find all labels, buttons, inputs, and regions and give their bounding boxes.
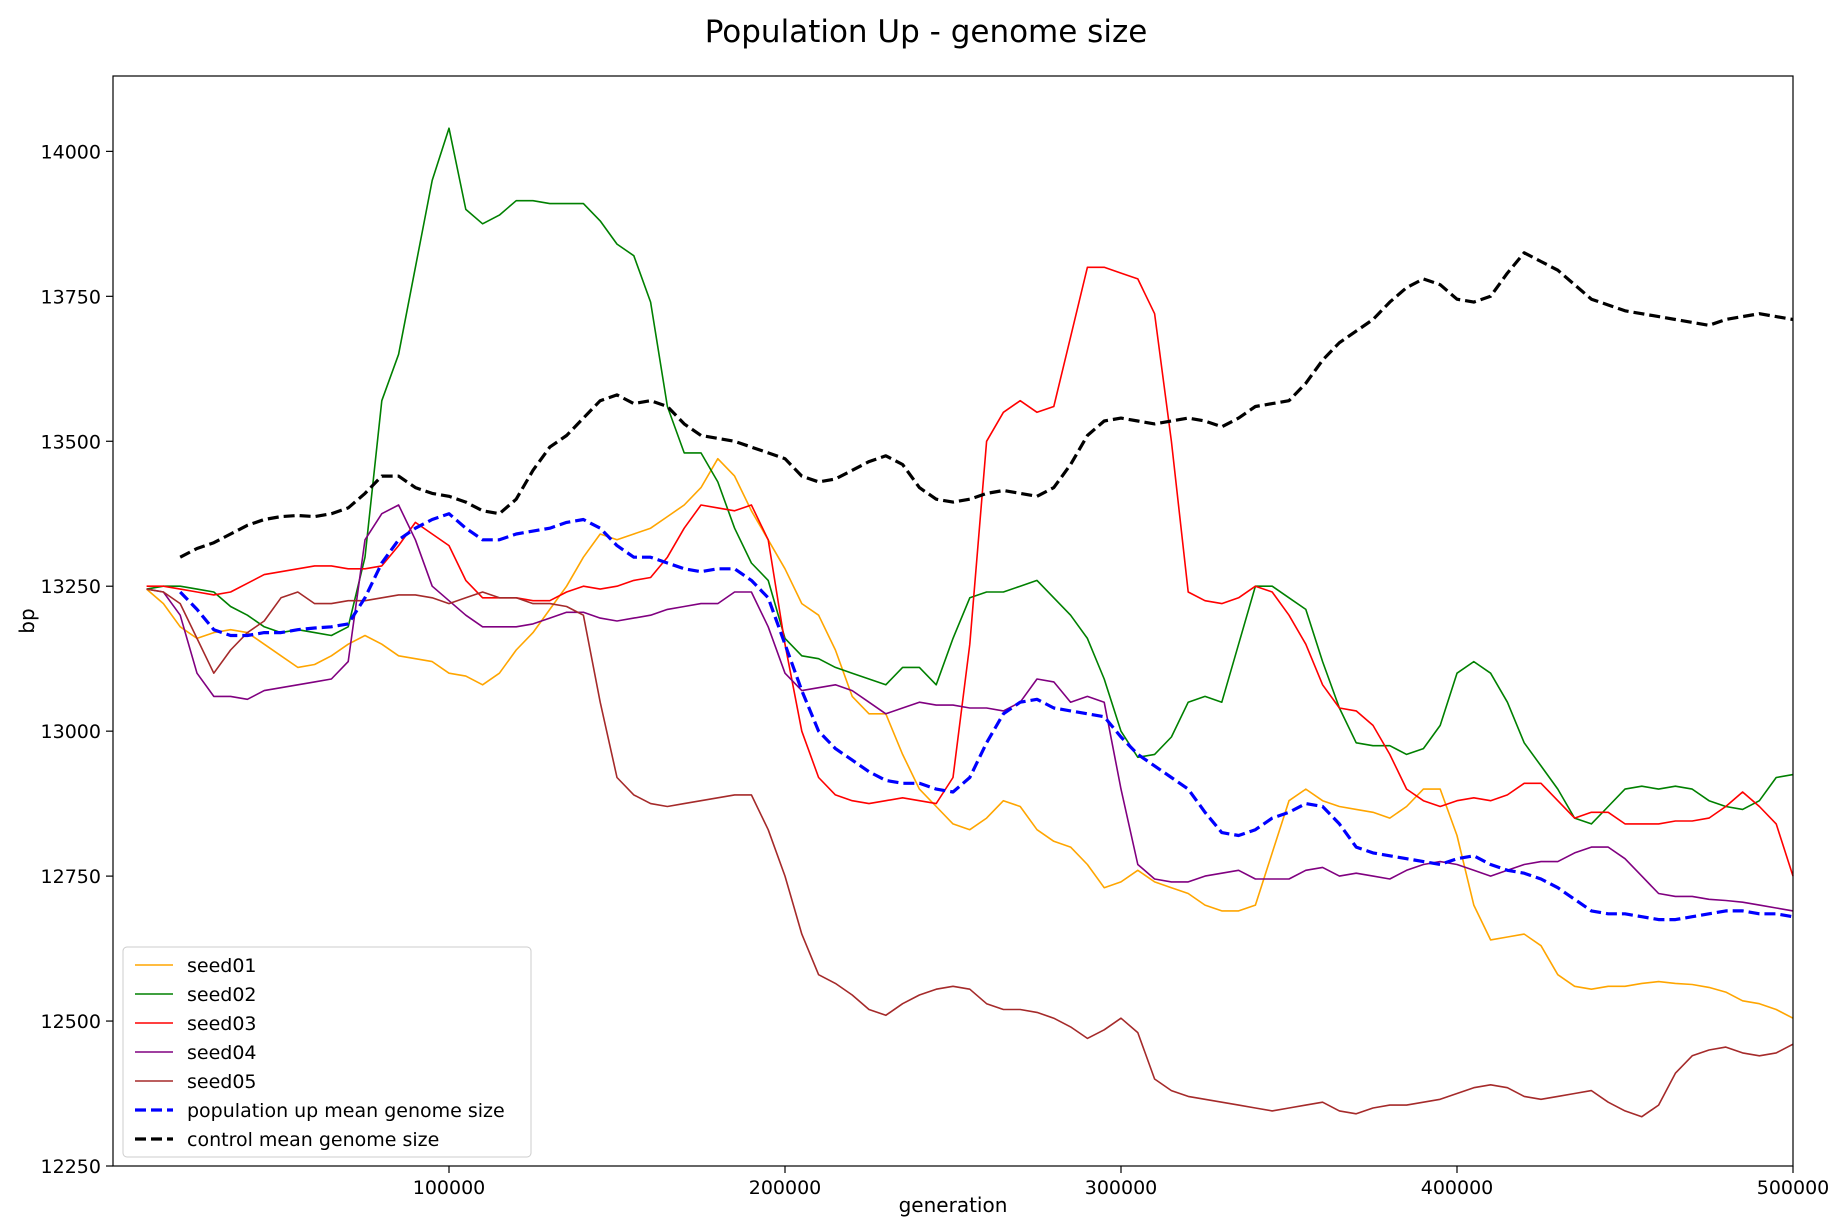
- x-tick-label: 300000: [1085, 1177, 1158, 1199]
- y-axis: 12250 12500 12750 13000 13250 13500 13750 14000: [41, 141, 113, 1178]
- series-line-control-mean-genome-size: [179, 251, 1794, 559]
- legend-label: seed02: [187, 984, 257, 1006]
- x-tick-label: 100000: [413, 1177, 486, 1199]
- y-tick-label: 13250: [41, 576, 101, 598]
- series-line-seed04: [146, 504, 1794, 912]
- y-tick-label: 13500: [41, 431, 101, 453]
- series-line-seed02: [146, 127, 1794, 825]
- series-line-seed03: [146, 266, 1794, 877]
- x-tick-label: 400000: [1421, 1177, 1494, 1199]
- chart-title: Population Up - genome size: [705, 14, 1148, 50]
- legend-label: control mean genome size: [187, 1129, 439, 1151]
- y-tick-label: 12750: [41, 866, 101, 888]
- x-tick-label: 500000: [1757, 1177, 1830, 1199]
- series-line-population-up-mean-genome-size: [179, 512, 1794, 922]
- x-axis-title: generation: [899, 1193, 1008, 1217]
- series-line-seed01: [146, 457, 1794, 1019]
- y-tick-label: 13000: [41, 721, 101, 743]
- y-tick-label: 13750: [41, 286, 101, 308]
- legend-box: [122, 946, 532, 1158]
- legend-label: seed03: [187, 1013, 257, 1035]
- legend: seed01 seed02 seed03 seed04 seed05 population…: [122, 946, 532, 1158]
- plot-area-frame: [112, 75, 1794, 1167]
- x-tick-label: 200000: [749, 1177, 822, 1199]
- legend-label: population up mean genome size: [187, 1100, 505, 1122]
- plot-lines: [146, 127, 1794, 1118]
- x-axis: 100000 200000 300000 400000 500000: [413, 1166, 1830, 1199]
- y-tick-label: 12500: [41, 1011, 101, 1033]
- y-tick-label: 14000: [41, 141, 101, 163]
- y-axis-title: bp: [15, 608, 39, 633]
- legend-label: seed05: [187, 1071, 257, 1093]
- legend-label: seed04: [187, 1042, 257, 1064]
- series-line-seed05: [146, 588, 1794, 1118]
- y-tick-label: 12250: [41, 1156, 101, 1178]
- legend-label: seed01: [187, 955, 257, 977]
